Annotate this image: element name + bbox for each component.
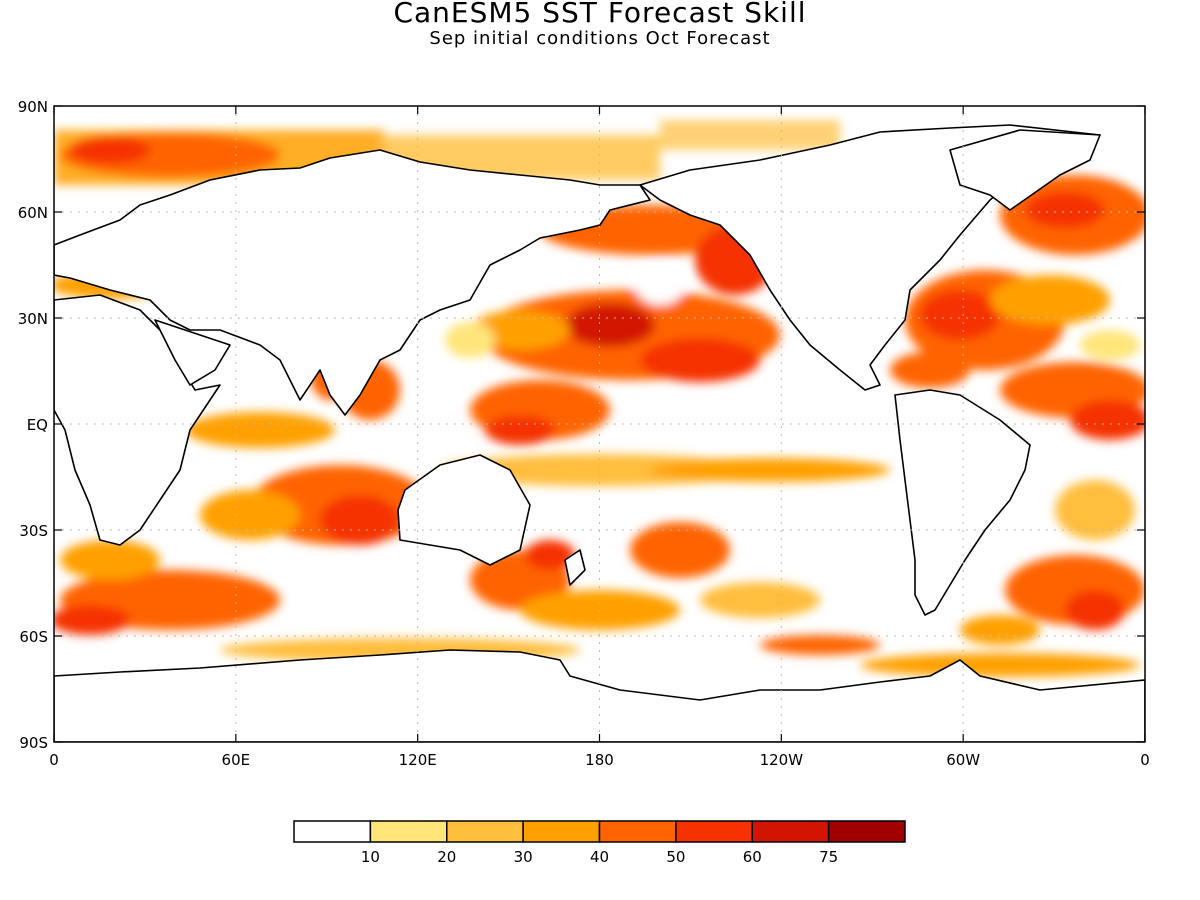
colorbar-swatch xyxy=(598,820,677,843)
land-antarctica xyxy=(54,649,1145,742)
colorbar-swatch xyxy=(827,820,906,843)
colorbar-tick-label: 10 xyxy=(361,848,380,866)
map-subtitle: Sep initial conditions Oct Forecast xyxy=(429,28,771,49)
lon-label: 0 xyxy=(1140,751,1150,769)
colorbar-tick-label: 20 xyxy=(437,848,456,866)
colorbar-swatch xyxy=(675,820,753,843)
axis-ticks xyxy=(53,105,1146,743)
continents xyxy=(54,124,1145,742)
gridlines xyxy=(54,106,1145,742)
lat-label: 30N xyxy=(18,310,48,328)
lon-label: 60E xyxy=(222,751,251,769)
land-arabia xyxy=(154,319,231,386)
colorbar-tick-label: 30 xyxy=(514,848,533,866)
land-greenland xyxy=(949,129,1101,211)
lat-labels: 90N 60N 30N EQ 30S 60S 90S xyxy=(18,98,48,752)
land-africa xyxy=(54,294,221,546)
colorbar-swatch xyxy=(522,820,601,843)
map-axes: 90N 60N 30N EQ 30S 60S 90S 0 60E 120E 180 120W 60W 0 xyxy=(18,98,1150,769)
colorbar-swatch xyxy=(293,820,372,843)
colorbar-swatch xyxy=(446,820,524,843)
lon-label: 0 xyxy=(49,751,59,769)
land-south-america xyxy=(894,389,1031,616)
lon-label: 60W xyxy=(946,751,980,769)
lat-label: 60S xyxy=(19,628,48,646)
lon-label: 180 xyxy=(585,751,614,769)
colorbar: 10 20 30 40 50 60 75 xyxy=(293,820,906,866)
lon-label: 120W xyxy=(760,751,804,769)
land-australia xyxy=(397,454,531,566)
skill-field xyxy=(54,120,1145,677)
lat-label: 30S xyxy=(19,522,48,540)
lon-labels: 0 60E 120E 180 120W 60W 0 xyxy=(49,751,1150,769)
colorbar-tick-label: 40 xyxy=(590,848,609,866)
lat-label: 60N xyxy=(18,204,48,222)
land-new-zealand xyxy=(564,549,586,586)
lat-label: EQ xyxy=(27,416,48,434)
colorbar-swatch xyxy=(751,820,830,843)
colorbar-tick-label: 75 xyxy=(819,848,838,866)
colorbar-tick-label: 50 xyxy=(666,848,685,866)
colorbar-swatch xyxy=(369,820,448,843)
colorbar-tick-label: 60 xyxy=(743,848,762,866)
lat-label: 90S xyxy=(19,734,48,752)
lon-label: 120E xyxy=(399,751,437,769)
land-eurasia xyxy=(54,149,651,416)
map-title: CanESM5 SST Forecast Skill xyxy=(393,0,807,29)
lat-label: 90N xyxy=(18,98,48,116)
